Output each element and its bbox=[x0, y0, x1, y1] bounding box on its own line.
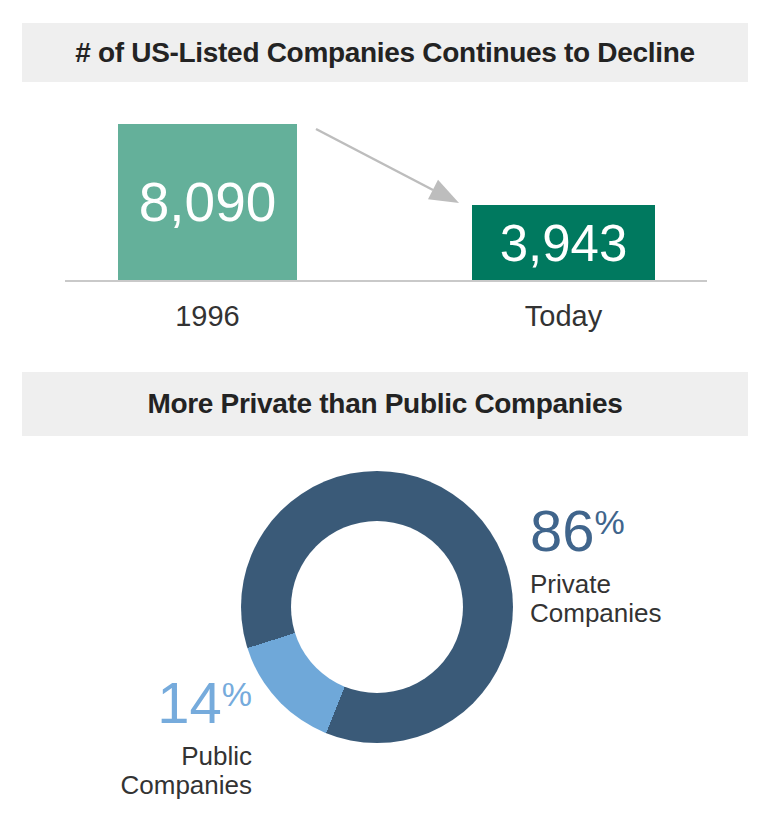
bar-1996-value: 8,090 bbox=[139, 175, 277, 230]
x-axis-line bbox=[65, 280, 707, 282]
axis-label-today: Today bbox=[472, 300, 655, 333]
infographic: # of US-Listed Companies Continues to De… bbox=[0, 0, 771, 826]
private-label: Private Companies bbox=[530, 570, 662, 628]
public-companies-callout: 14% Public Companies bbox=[70, 674, 252, 800]
private-label-line1: Private bbox=[530, 570, 662, 599]
top-chart-title: # of US-Listed Companies Continues to De… bbox=[22, 23, 748, 82]
bar-today-value: 3,943 bbox=[500, 218, 628, 269]
public-pct-number: 14 bbox=[157, 670, 222, 735]
public-label-line1: Public bbox=[70, 742, 252, 771]
bottom-chart-title: More Private than Public Companies bbox=[22, 372, 748, 436]
donut-hole bbox=[291, 521, 463, 693]
public-label: Public Companies bbox=[70, 742, 252, 800]
private-label-line2: Companies bbox=[530, 599, 662, 628]
private-pct-number: 86 bbox=[530, 498, 595, 563]
private-pct-sign: % bbox=[595, 503, 625, 541]
private-pct: 86% bbox=[530, 502, 662, 560]
donut-chart bbox=[241, 471, 513, 743]
axis-label-1996: 1996 bbox=[118, 300, 297, 333]
public-pct: 14% bbox=[70, 674, 252, 732]
private-companies-callout: 86% Private Companies bbox=[530, 502, 662, 628]
public-label-line2: Companies bbox=[70, 771, 252, 800]
bar-1996: 8,090 bbox=[118, 124, 297, 281]
public-pct-sign: % bbox=[222, 675, 252, 713]
bar-today: 3,943 bbox=[472, 205, 655, 281]
